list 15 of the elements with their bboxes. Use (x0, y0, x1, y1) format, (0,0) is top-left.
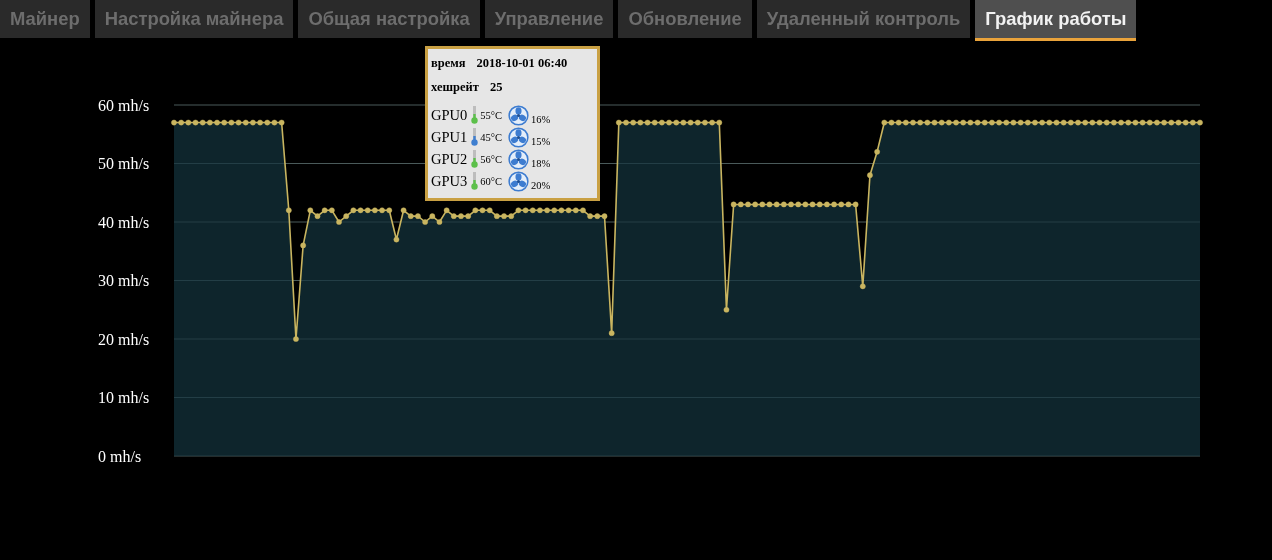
tooltip: время 2018-10-01 06:40 хешрейт 25 GPU0 55°C 16% GPU1 45°C 15% GPU2 56°C 18% GPU3 60°C 20% (425, 46, 600, 201)
y-tick-label: 0 mh/s (98, 447, 142, 465)
y-tick-label: 10 mh/s (98, 389, 150, 407)
y-tick-label: 30 mh/s (98, 272, 150, 290)
tab: График работы (975, 0, 1137, 41)
y-tick-label: 60 mh/s (98, 96, 150, 114)
y-tick-label: 50 mh/s (98, 155, 150, 173)
tab: Майнер (0, 0, 90, 41)
tab: Общая настройка (298, 0, 480, 41)
tab: Управление (484, 0, 614, 41)
tab: Обновление (618, 0, 752, 41)
tab: Удаленный контроль (756, 0, 971, 41)
tab: Настройка майнера (94, 0, 294, 41)
y-tick-label: 40 mh/s (98, 213, 150, 231)
y-tick-label: 20 mh/s (98, 330, 150, 348)
